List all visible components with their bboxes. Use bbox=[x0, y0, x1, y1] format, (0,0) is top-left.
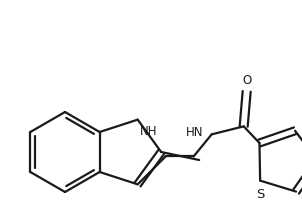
Text: HN: HN bbox=[186, 126, 204, 139]
Text: O: O bbox=[242, 74, 251, 87]
Text: NH: NH bbox=[140, 125, 157, 138]
Text: S: S bbox=[256, 188, 264, 201]
